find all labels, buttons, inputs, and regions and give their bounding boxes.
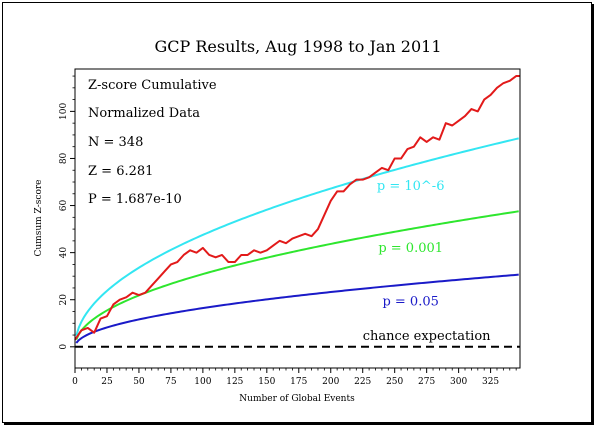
x-tick-label: 200 <box>322 377 339 387</box>
stats-block: Z-score Cumulative Normalized Data N = 3… <box>88 78 217 207</box>
y-axis: 0 20 40 60 80 100 <box>59 75 75 350</box>
x-axis-label: Number of Global Events <box>239 394 355 404</box>
y-tick-label: 60 <box>59 200 69 212</box>
series-layer: p = 10^-6 p = 0.001 p = 0.05 chance expecta… <box>74 75 520 348</box>
x-tick-label: 275 <box>418 377 435 387</box>
x-tick-label: 300 <box>450 377 467 387</box>
x-tick-label: 50 <box>133 377 145 387</box>
y-tick-label: 40 <box>59 247 69 259</box>
x-tick-label: 75 <box>165 377 177 387</box>
y-tick-label: 0 <box>59 344 69 350</box>
envelope-label: p = 10^-6 <box>377 179 445 194</box>
chart-title: GCP Results, Aug 1998 to Jan 2011 <box>154 37 441 56</box>
envelope-line <box>75 273 519 344</box>
envelope-label: p = 0.001 <box>378 241 443 256</box>
baseline-label: chance expectation <box>363 329 491 344</box>
stats-line-4: Z = 6.281 <box>88 164 153 179</box>
y-tick-label: 100 <box>59 103 69 120</box>
x-axis: 0 25 50 75 100 125 150 175 200 225 250 275 300 325 <box>72 368 517 387</box>
y-axis-label: Cumsum Z-score <box>34 179 44 256</box>
stats-line-5: P = 1.687e-10 <box>88 192 182 207</box>
x-tick-label: 325 <box>482 377 499 387</box>
y-tick-label: 80 <box>59 152 69 164</box>
plot-area <box>74 68 521 369</box>
x-tick-label: 100 <box>194 377 211 387</box>
envelope-line <box>75 210 519 340</box>
x-tick-label: 250 <box>386 377 403 387</box>
x-tick-label: 125 <box>226 377 243 387</box>
x-tick-label: 150 <box>258 377 275 387</box>
stats-line-2: Normalized Data <box>88 106 200 121</box>
chart-frame <box>2 2 592 423</box>
y-tick-label: 20 <box>59 294 69 306</box>
x-tick-label: 175 <box>290 377 307 387</box>
x-tick-label: 0 <box>72 377 78 387</box>
envelope-label: p = 0.05 <box>382 295 438 310</box>
envelope-line <box>75 137 519 336</box>
x-tick-label: 25 <box>101 377 113 387</box>
data-line <box>74 75 520 341</box>
stats-line-1: Z-score Cumulative <box>88 78 217 93</box>
stats-line-3: N = 348 <box>88 135 143 150</box>
x-tick-label: 225 <box>354 377 371 387</box>
